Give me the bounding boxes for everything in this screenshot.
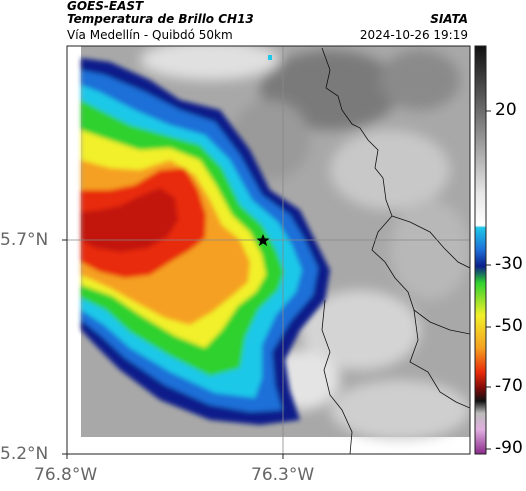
map-area bbox=[67, 46, 470, 454]
star-marker bbox=[256, 234, 270, 246]
convective-cloud bbox=[81, 58, 330, 425]
cloud-fleck bbox=[268, 55, 272, 60]
river-line bbox=[321, 299, 353, 454]
product-title: Temperatura de Brillo CH13 bbox=[67, 12, 254, 26]
timestamp: 2024-10-26 19:19 bbox=[359, 28, 468, 42]
lon-label: 76.3°W bbox=[251, 465, 315, 485]
colorbar-label: -30 bbox=[495, 254, 523, 274]
region-subtitle: Vía Medellín - Quibdó 50km bbox=[67, 28, 233, 42]
lat-label: 5.7°N bbox=[0, 230, 49, 250]
lon-label: 76.8°W bbox=[34, 465, 98, 485]
colorbar bbox=[474, 45, 487, 455]
satellite-name: GOES-EAST bbox=[67, 0, 144, 13]
colorbar-label: 20 bbox=[495, 100, 517, 120]
colorbar-label: -90 bbox=[495, 438, 523, 458]
border-line bbox=[409, 309, 470, 409]
source-label: SIATA bbox=[430, 12, 468, 26]
colorbar-label: -50 bbox=[495, 316, 523, 336]
map-frame bbox=[66, 45, 471, 455]
lat-label: 5.2°N bbox=[0, 444, 49, 464]
colorbar-label: -70 bbox=[495, 376, 523, 396]
gray-cloud-texture bbox=[140, 46, 470, 440]
border-line bbox=[321, 47, 470, 335]
